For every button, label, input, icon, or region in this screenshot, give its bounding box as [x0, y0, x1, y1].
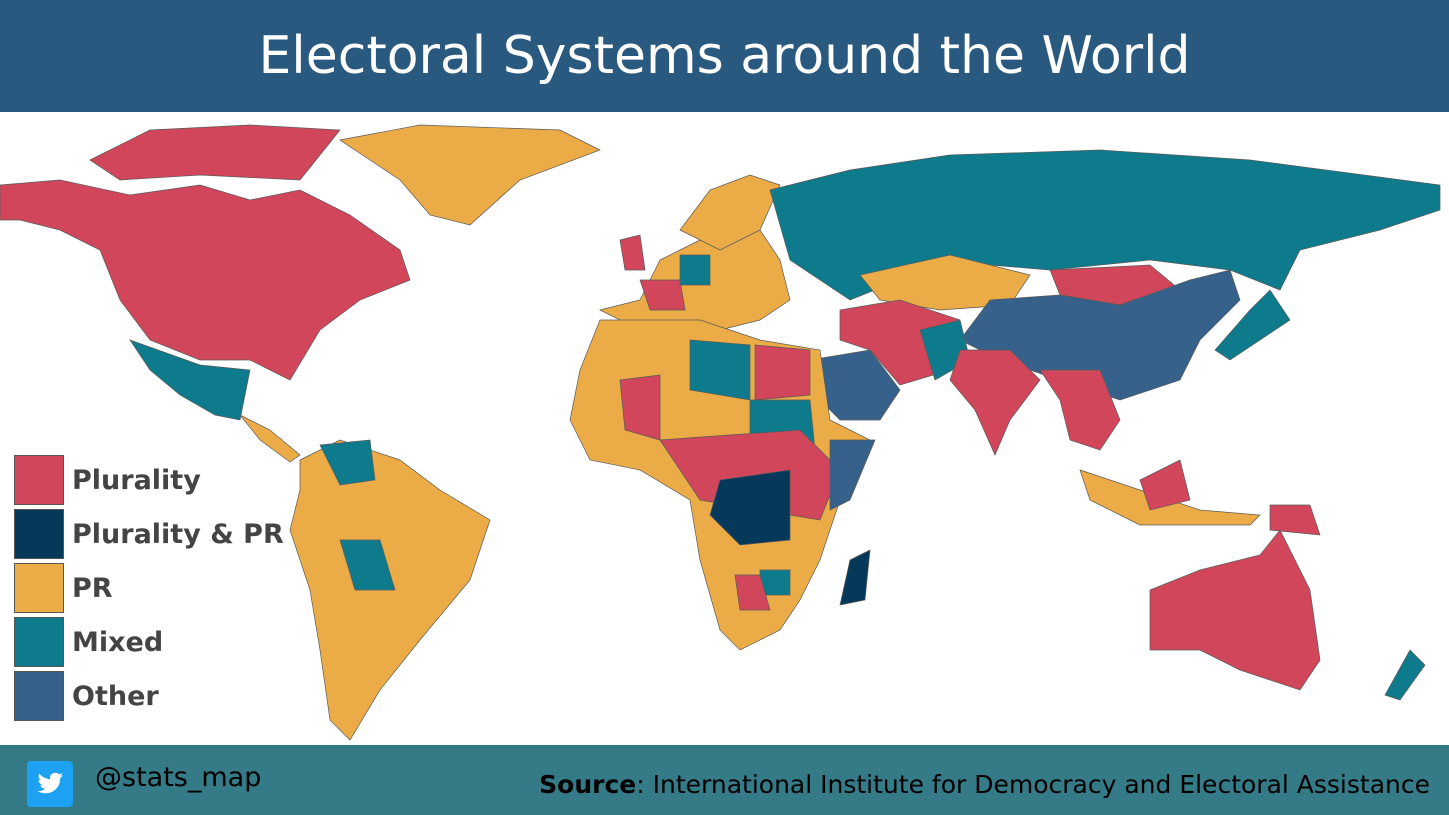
legend-label: Plurality & PR: [72, 518, 284, 550]
footer: [0, 745, 1449, 815]
country-region: [839, 549, 871, 606]
world-map: [0, 124, 1441, 741]
country-region: [679, 174, 781, 251]
country-region: [339, 124, 601, 226]
legend-item: Other: [14, 671, 284, 721]
country-region: [619, 374, 661, 441]
source-label: Source: [539, 770, 637, 799]
country-region: [239, 414, 301, 463]
country-region: [639, 279, 686, 311]
country-region: [679, 254, 711, 286]
source-text: : International Institute for Democracy …: [636, 770, 1430, 799]
country-region: [829, 439, 876, 511]
legend-swatch: [14, 455, 64, 505]
twitter-icon: [27, 761, 73, 807]
legend-swatch: [14, 509, 64, 559]
header: Electoral Systems around the World: [0, 0, 1449, 112]
legend-label: Plurality: [72, 464, 201, 496]
legend-swatch: [14, 563, 64, 613]
legend: Plurality Plurality & PR PR Mixed Other: [14, 455, 284, 725]
legend-item: Plurality: [14, 455, 284, 505]
country-region: [1269, 504, 1321, 536]
country-region: [1214, 289, 1291, 361]
country-region: [1149, 529, 1321, 691]
country-region: [1139, 459, 1191, 511]
country-region: [339, 539, 396, 591]
legend-swatch: [14, 671, 64, 721]
country-region: [0, 179, 411, 381]
country-region: [734, 574, 771, 611]
source: Source: International Institute for Demo…: [539, 770, 1430, 799]
country-region: [949, 349, 1041, 456]
country-region: [709, 469, 791, 546]
country-region: [689, 339, 751, 401]
country-region: [1039, 369, 1121, 451]
country-region: [319, 439, 376, 486]
country-region: [89, 124, 341, 181]
legend-item: PR: [14, 563, 284, 613]
legend-item: Plurality & PR: [14, 509, 284, 559]
twitter-handle: @stats_map: [95, 762, 262, 793]
country-region: [1384, 649, 1426, 701]
legend-label: Other: [72, 680, 159, 712]
legend-item: Mixed: [14, 617, 284, 667]
country-region: [129, 339, 251, 421]
legend-label: Mixed: [72, 626, 164, 658]
country-region: [619, 234, 646, 271]
legend-label: PR: [72, 572, 113, 604]
legend-swatch: [14, 617, 64, 667]
country-region: [754, 344, 811, 401]
